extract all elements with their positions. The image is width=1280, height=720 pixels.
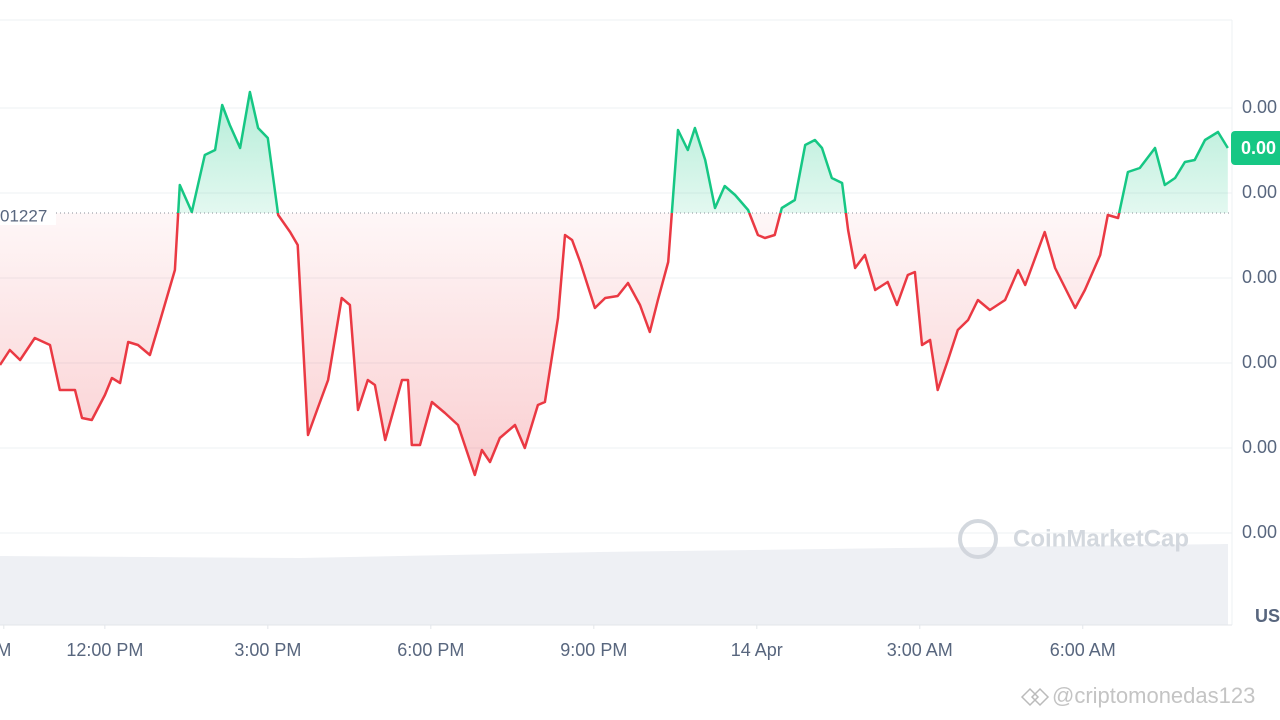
price-area [0, 92, 1228, 475]
baseline-label-bg [0, 201, 56, 225]
y-tick-label: 0.00 [1242, 352, 1277, 372]
current-price-badge [1231, 131, 1280, 165]
x-tick-label: 14 Apr [731, 640, 783, 660]
x-tick-label: 6:00 PM [397, 640, 464, 660]
credit-text: @criptomonedas123 [1052, 683, 1255, 708]
y-tick-label: 0.00 [1242, 182, 1277, 202]
credit-icon [1020, 687, 1050, 707]
grid [0, 107, 1232, 534]
y-tick-label: 0.00 [1242, 267, 1277, 287]
x-tick-label: 3:00 PM [234, 640, 301, 660]
x-tick-label: 6:00 AM [1050, 640, 1116, 660]
price-line [0, 90, 1229, 477]
y-tick-label: 0.00 [1242, 437, 1277, 457]
x-tick-label: M [0, 640, 11, 660]
watermark: CoinMarketCap [958, 519, 1189, 559]
baseline-label: 01227 [0, 206, 47, 225]
y-tick-label: 0.00 [1242, 522, 1277, 542]
watermark-text: CoinMarketCap [1013, 525, 1189, 552]
y-tick-label: 0.00 [1242, 97, 1277, 117]
volume-area [0, 544, 1228, 625]
x-tick-label: 12:00 PM [66, 640, 143, 660]
x-tick-label: 3:00 AM [887, 640, 953, 660]
x-tick-label: 9:00 PM [560, 640, 627, 660]
plot: 01227 [0, 90, 1232, 477]
current-price-label: 0.00 [1241, 138, 1276, 158]
credit: @criptomonedas123 [1020, 683, 1255, 708]
watermark-logo [958, 519, 998, 559]
currency-label: US [1255, 606, 1280, 626]
